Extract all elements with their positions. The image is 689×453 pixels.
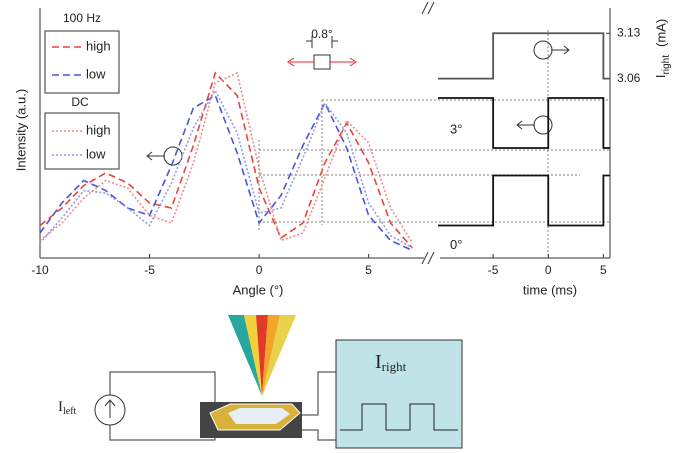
legend-title: 100 Hz	[63, 11, 101, 25]
tilt-indicator	[287, 36, 357, 70]
y2-axis-label: Iright (mA)	[653, 19, 671, 78]
x-tick-label: 5	[365, 263, 372, 277]
svg-text:Iright: Iright	[653, 55, 671, 78]
axis-break	[421, 1, 435, 265]
x-tick-label: -5	[488, 263, 499, 277]
label-main: I	[58, 399, 63, 415]
series-line	[438, 174, 610, 227]
x-tick-label: -5	[144, 263, 155, 277]
scope-trace	[340, 403, 458, 431]
legend-box	[44, 30, 120, 94]
label-sub: right	[661, 55, 672, 75]
y2-tick-label: 3.06	[617, 71, 641, 85]
series-label: 3°	[450, 121, 462, 136]
legend-label: low	[86, 146, 106, 161]
x-tick-label: 0	[545, 263, 552, 277]
label-sub: left	[63, 406, 77, 417]
sample	[200, 402, 302, 438]
legend-label: high	[86, 38, 111, 53]
guide-lines	[258, 30, 610, 258]
x-tick-label: 0	[256, 263, 263, 277]
series-label: 0°	[450, 237, 462, 252]
source-label: Ileft	[58, 399, 77, 417]
legend-box	[44, 112, 120, 170]
series-line	[39, 94, 413, 252]
x-tick-label: -10	[31, 263, 49, 277]
x-tick-label: 5	[600, 263, 607, 277]
series-line	[39, 71, 414, 244]
label-main: I	[653, 74, 668, 78]
x-axis-label: Angle (°)	[233, 282, 284, 297]
legend-title: DC	[71, 95, 89, 109]
series-line	[39, 71, 414, 249]
x-axis-label: time (ms)	[523, 282, 577, 297]
label-unit: (mA)	[653, 19, 668, 47]
scope-panel	[335, 339, 463, 449]
label-sub: right	[382, 359, 407, 374]
series-line	[438, 97, 610, 149]
legend-label: high	[86, 122, 111, 137]
axis-indicator	[146, 40, 570, 166]
annotation: 0.8°	[311, 27, 333, 41]
y-axis-label: Intensity (a.u.)	[13, 89, 28, 171]
light-cone	[228, 315, 296, 396]
label-main: I	[375, 351, 382, 373]
legend-label: low	[86, 66, 106, 81]
y2-tick-label: 3.13	[617, 25, 641, 39]
series-line	[438, 32, 610, 80]
scope-label: Iright	[375, 351, 407, 374]
